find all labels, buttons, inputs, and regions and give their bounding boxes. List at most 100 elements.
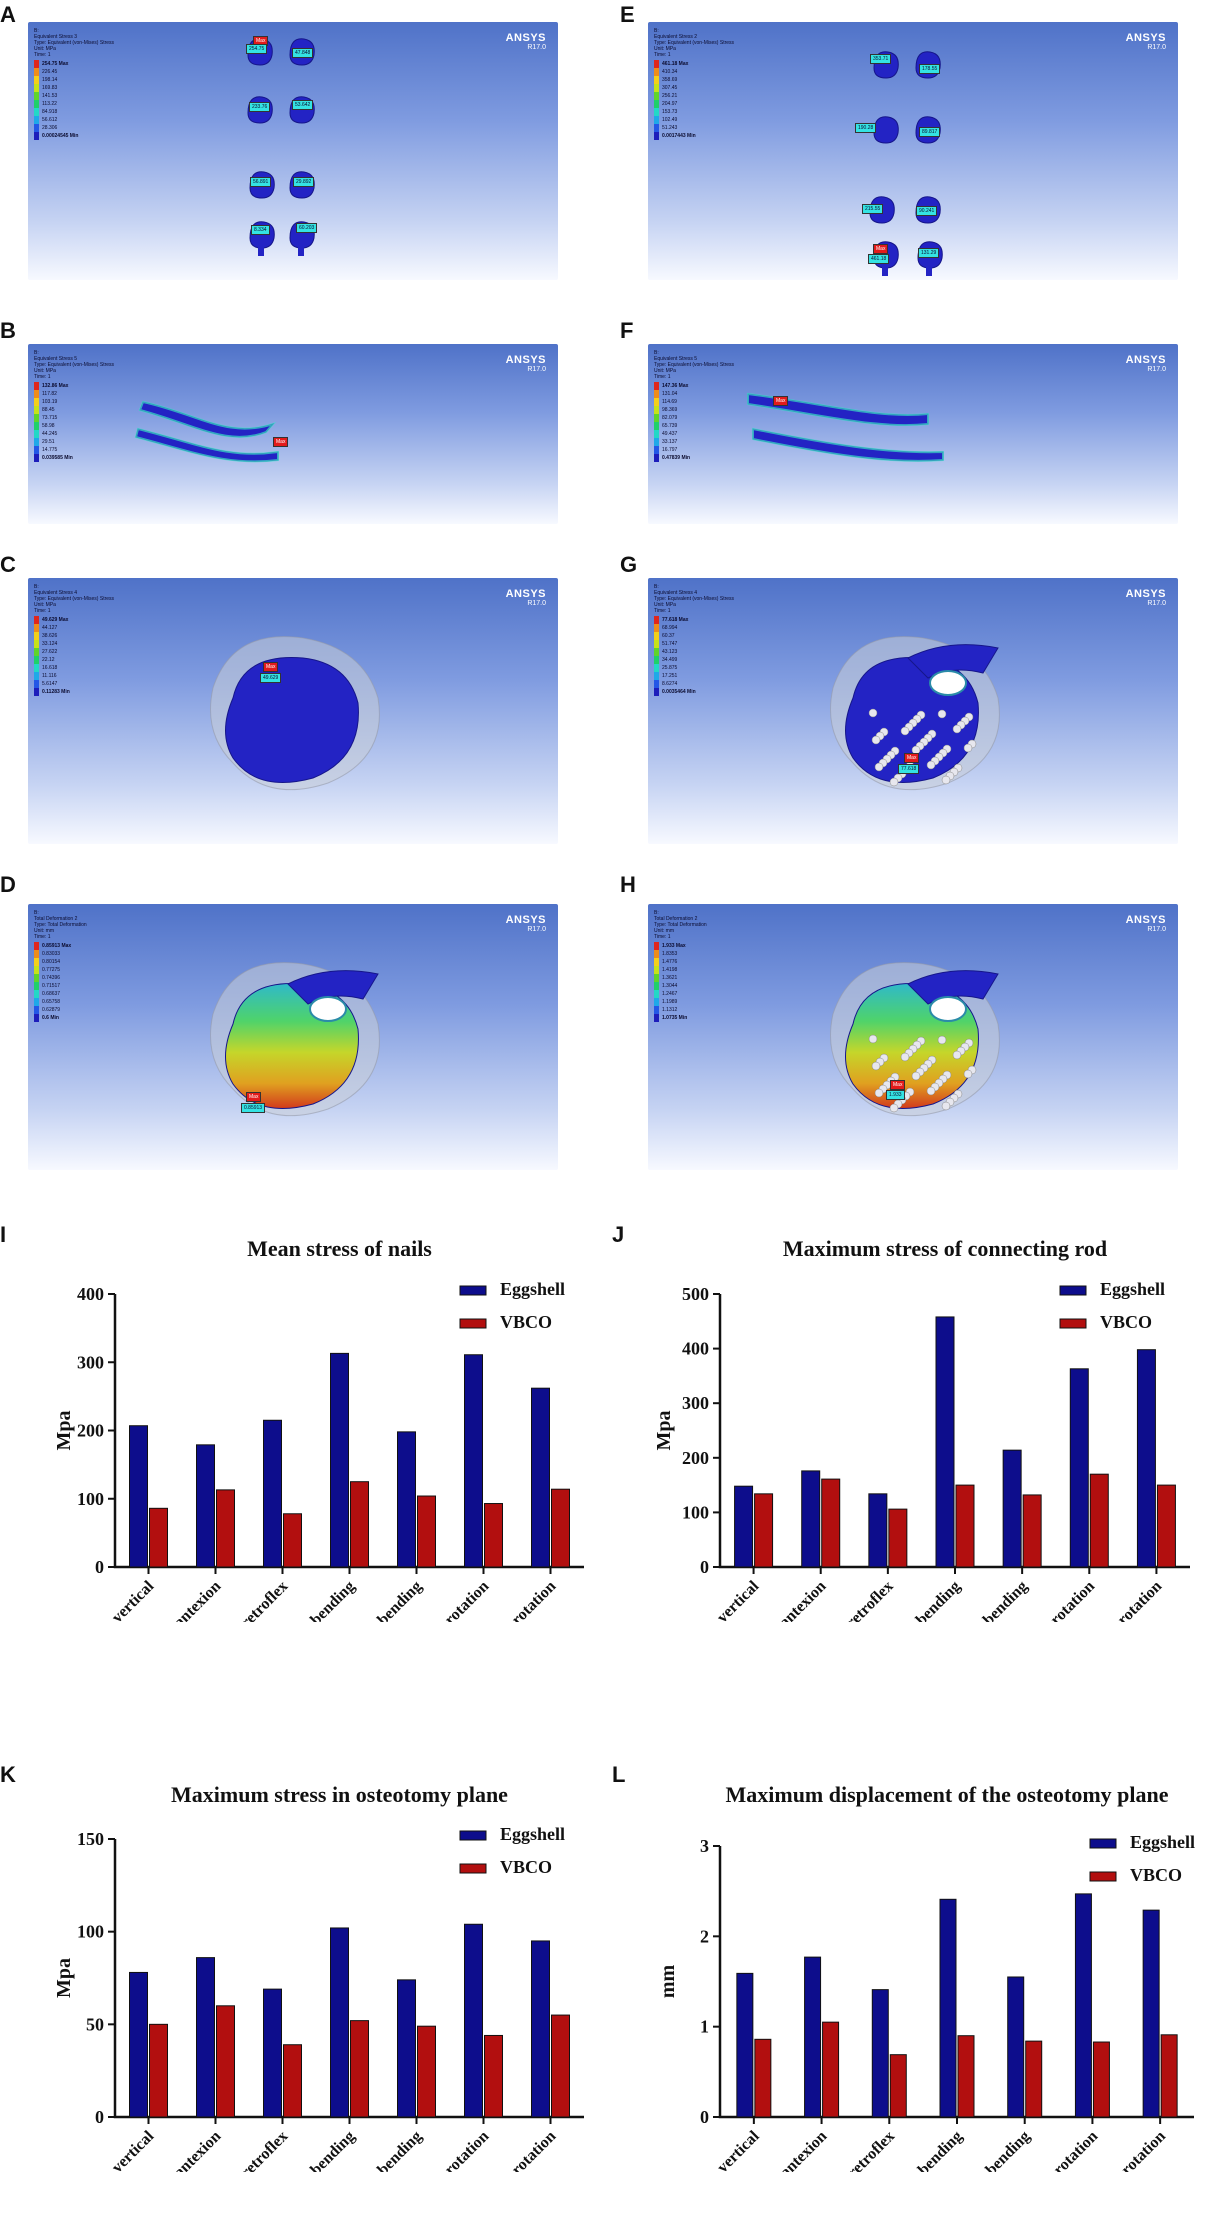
bone-cement-bead bbox=[963, 743, 973, 753]
legend-row: 73.715 bbox=[34, 414, 73, 422]
ansys-logo-name: ANSYS bbox=[505, 354, 546, 366]
y-axis-label: mm bbox=[657, 1965, 679, 1999]
rod-stress-highlight bbox=[752, 427, 944, 462]
legend-value: 1.8353 bbox=[662, 951, 678, 957]
ansys-logo: ANSYS R17.0 bbox=[1126, 914, 1166, 933]
bar-vbco bbox=[1089, 1473, 1109, 1568]
bar-eggshell bbox=[935, 1316, 955, 1568]
legend-swatch bbox=[654, 998, 659, 1006]
x-tick-label: right rotation bbox=[482, 2128, 560, 2172]
bar-eggshell bbox=[1142, 1909, 1160, 2118]
legend-label-eggshell: Eggshell bbox=[1100, 1279, 1165, 1299]
legend-swatch-vbco bbox=[1089, 1871, 1117, 1882]
result-header-line: Time: 1 bbox=[34, 52, 51, 58]
y-tick-label: 400 bbox=[682, 1339, 709, 1359]
legend-value: 1.933 Max bbox=[662, 943, 686, 949]
y-tick-label: 300 bbox=[682, 1393, 709, 1413]
chart-title: Mean stress of nails bbox=[247, 1236, 432, 1261]
bar-vbco bbox=[350, 2020, 369, 2118]
legend-swatch bbox=[654, 108, 659, 116]
ansys-panel-f: B: Equivalent Stress 5 Type: Equivalent (v… bbox=[648, 344, 1178, 524]
legend-row: 1.8353 bbox=[654, 950, 687, 958]
x-tick-label: right rotation bbox=[482, 1578, 560, 1622]
bar-eggshell bbox=[1069, 1368, 1089, 1568]
legend-swatch bbox=[654, 414, 659, 422]
model-geometry bbox=[747, 392, 944, 462]
legend-value: 1.3044 bbox=[662, 983, 678, 989]
legend-row: 28.306 bbox=[34, 124, 78, 132]
bar-eggshell bbox=[868, 1493, 888, 1568]
legend-swatch bbox=[654, 958, 659, 966]
bone-cement-bead bbox=[937, 1035, 947, 1045]
contour-legend: 132.86 Max 117.82 103.19 88.45 73.715 58.98 44… bbox=[34, 382, 73, 462]
legend-swatch bbox=[654, 616, 659, 624]
chart-l: Maximum displacement of the osteotomy pl… bbox=[640, 1762, 1206, 2227]
ansys-logo-version: R17.0 bbox=[527, 366, 546, 373]
max-probe-tag: Max bbox=[246, 1092, 262, 1102]
panel-label-d: D bbox=[0, 872, 16, 897]
result-header: B: Total Deformation 2 Type: Total Deforma… bbox=[654, 910, 824, 940]
legend-value: 17.251 bbox=[662, 673, 678, 679]
panel-label-e: E bbox=[620, 2, 635, 27]
result-header-line: Equivalent Stress 4 bbox=[34, 590, 78, 596]
legend-swatch bbox=[34, 664, 39, 672]
legend-value: 8.6274 bbox=[662, 681, 678, 687]
legend-row: 103.19 bbox=[34, 398, 73, 406]
legend-value: 0.85913 Max bbox=[42, 943, 72, 949]
bar-vbco bbox=[149, 1507, 168, 1568]
result-header-line: Type: Equivalent (von-Mises) Stress bbox=[34, 362, 115, 368]
legend-value: 114.69 bbox=[662, 399, 677, 405]
legend-row: 0.68637 bbox=[34, 990, 71, 998]
x-tick-label: retroflex bbox=[238, 1578, 292, 1622]
max-probe-tag: Max bbox=[273, 437, 289, 447]
legend-swatch bbox=[654, 974, 659, 982]
result-header: B: Total Deformation 2 Type: Total Deforma… bbox=[34, 910, 204, 940]
legend-value: 88.45 bbox=[42, 407, 55, 413]
legend-value: 33.137 bbox=[662, 439, 678, 445]
legend-row: 27.622 bbox=[34, 648, 70, 656]
probe-value-tag: 215.55 bbox=[862, 204, 884, 214]
legend-swatch bbox=[654, 132, 659, 140]
x-tick-label: right rotation bbox=[1088, 1578, 1166, 1622]
legend-swatch bbox=[34, 68, 39, 76]
ansys-logo-version: R17.0 bbox=[527, 44, 546, 51]
result-header-line: Type: Equivalent (von-Mises) Stress bbox=[654, 596, 735, 602]
legend-row: 84.918 bbox=[34, 108, 78, 116]
y-axis-label: Mpa bbox=[53, 1411, 75, 1451]
legend-swatch bbox=[34, 422, 39, 430]
legend-row: 0.65758 bbox=[34, 998, 71, 1006]
legend-swatch bbox=[34, 100, 39, 108]
result-header-line: Total Deformation 2 bbox=[654, 916, 698, 922]
result-header: B: Equivalent Stress 3 Type: Equivalent (v… bbox=[34, 28, 204, 58]
probe-value-tag: 49.629 bbox=[260, 673, 282, 683]
bar-vbco bbox=[417, 1495, 436, 1568]
legend-row: 132.86 Max bbox=[34, 382, 73, 390]
legend-value: 0.62879 bbox=[42, 1007, 61, 1013]
x-tick-label: vertical bbox=[109, 2127, 158, 2172]
legend-row: 0.62879 bbox=[34, 1006, 71, 1014]
legend-value: 132.86 Max bbox=[42, 383, 69, 389]
ansys-logo-version: R17.0 bbox=[1147, 366, 1166, 373]
chart-axes bbox=[113, 1294, 584, 1569]
panel-label-i: I bbox=[0, 1222, 7, 1247]
legend-row: 51.243 bbox=[654, 124, 696, 132]
bar-eggshell bbox=[263, 1419, 282, 1568]
bar-eggshell bbox=[330, 1352, 349, 1568]
legend-row: 82.079 bbox=[654, 414, 690, 422]
legend-row: 198.14 bbox=[34, 76, 78, 84]
y-tick-label: 0 bbox=[95, 2107, 104, 2127]
bar-vbco bbox=[1025, 2040, 1043, 2118]
bar-eggshell bbox=[129, 1971, 148, 2118]
legend-swatch bbox=[654, 624, 659, 632]
ansys-logo-version: R17.0 bbox=[1147, 600, 1166, 607]
bar-eggshell bbox=[464, 1923, 483, 2118]
legend-value: 0.77275 bbox=[42, 967, 61, 973]
ansys-logo: ANSYS R17.0 bbox=[506, 588, 546, 607]
legend-value: 49.629 Max bbox=[42, 617, 69, 623]
probe-value-tag: 89.817 bbox=[919, 127, 941, 137]
y-tick-label: 100 bbox=[682, 1502, 709, 1522]
x-tick-label: levorotation bbox=[1028, 1578, 1098, 1622]
legend-value: 73.715 bbox=[42, 415, 58, 421]
chart-axes bbox=[718, 1846, 1194, 2119]
legend-value: 34.499 bbox=[662, 657, 678, 663]
